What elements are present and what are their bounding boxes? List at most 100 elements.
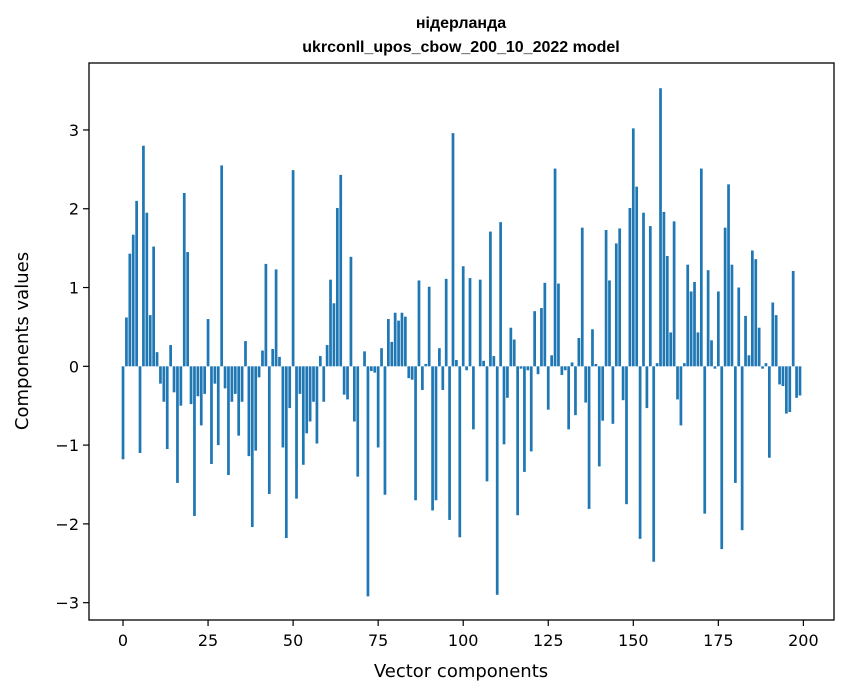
bar [349,256,353,367]
bar [553,168,557,367]
bar [628,207,632,367]
x-tick-label: 25 [198,631,218,650]
x-tick-label: 0 [118,631,128,650]
bar [230,366,234,402]
bar [699,168,703,367]
bar [284,366,288,539]
bar [774,315,778,367]
bar [492,356,496,367]
bar [291,170,295,367]
bar [785,366,788,414]
bar [339,174,343,367]
bar [526,366,530,371]
bar [176,366,179,483]
bars-group [121,88,802,597]
bar [669,332,673,367]
bar [781,366,785,387]
bar [727,184,730,367]
bar [478,279,482,367]
bar [315,366,319,444]
bar [373,366,377,373]
bar [563,366,567,371]
bar [421,366,424,390]
bar [193,366,196,517]
bar [625,366,628,505]
bar [203,366,207,394]
y-tick-label: −3 [55,594,79,613]
bar [614,243,618,367]
bar [778,366,781,385]
bar [162,366,166,402]
bar [509,327,513,367]
bar [502,366,506,445]
bar [642,212,645,367]
bar [645,366,649,409]
bar [305,366,309,434]
chart-subtitle: ukrconll_upos_cbow_200_10_2022 model [302,39,619,56]
bar [495,366,499,595]
bar [417,280,421,367]
bar [414,366,417,501]
bar [682,363,686,367]
y-tick-label: 3 [69,121,79,140]
bar [424,363,428,367]
bar [404,316,407,367]
bar [676,366,679,400]
bar [747,355,751,367]
bar [267,366,271,494]
y-tick-label: −1 [55,436,79,455]
bar [560,366,564,375]
bar [713,366,717,369]
bar [540,308,543,367]
bar [152,246,155,367]
bar [206,319,210,367]
bar [601,366,605,421]
bar [182,192,186,367]
bar [597,366,601,467]
bar [186,252,190,367]
bar [611,366,615,424]
bar [301,366,305,465]
chart-title: нідерланда [416,15,506,32]
bar [410,366,414,380]
bar [587,366,591,509]
y-tick-label: 1 [69,279,79,298]
bar [621,366,625,401]
bar [138,366,142,453]
bar [295,366,298,499]
bar [220,165,224,367]
bar [128,253,132,367]
bar [723,227,727,367]
x-tick-label: 50 [283,631,303,650]
y-tick-label: −2 [55,515,79,534]
bar [281,366,285,448]
bar [148,315,152,367]
bar [740,366,744,531]
bar [638,366,642,539]
bar [308,366,312,422]
bar [655,363,659,367]
bar [580,227,584,367]
bar [397,320,400,367]
bar [363,351,366,367]
bar [352,366,356,422]
bar [791,270,795,367]
bar [227,366,230,476]
bar [768,366,771,458]
plot-frame [88,62,835,621]
bar [335,207,339,367]
bar [665,256,669,367]
bar [237,366,241,436]
bar [720,366,724,550]
bar [512,339,516,367]
x-tick-label: 150 [618,631,649,650]
bar [744,315,747,367]
bar [431,366,434,511]
bar [125,317,128,367]
bar [485,366,489,482]
bar [240,366,244,402]
bar [261,350,264,367]
bar [288,366,292,409]
bar [533,311,536,367]
